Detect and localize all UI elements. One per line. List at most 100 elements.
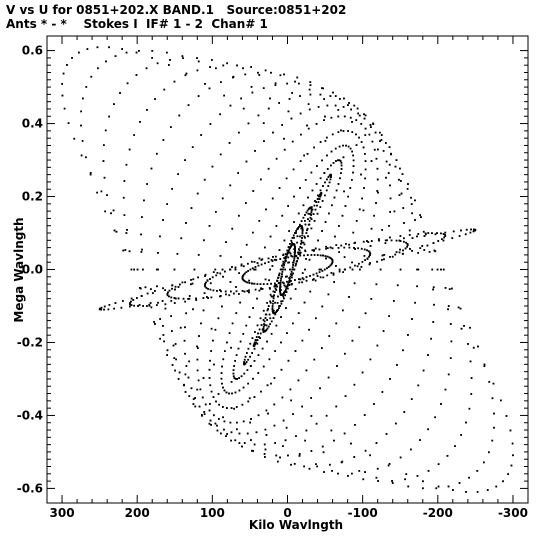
uv-point [138, 304, 141, 306]
uv-point [234, 360, 236, 362]
y-tick-label: 0.6 [22, 44, 43, 58]
uv-point [281, 273, 283, 275]
uv-point [307, 127, 310, 130]
uv-point [465, 491, 467, 493]
uv-point [302, 241, 305, 244]
uv-point [332, 162, 335, 164]
uv-point [427, 232, 430, 234]
uv-point [220, 290, 222, 293]
uv-point [299, 223, 301, 226]
uv-point [447, 373, 450, 376]
uv-point [266, 283, 269, 285]
uv-point [338, 159, 341, 162]
uv-point [488, 451, 490, 454]
uv-point [229, 268, 232, 271]
uv-point [121, 48, 123, 50]
uv-point [204, 285, 207, 288]
uv-point [247, 358, 249, 361]
uv-point [301, 339, 304, 342]
uv-point [409, 248, 411, 250]
uv-point [301, 226, 303, 228]
uv-point [245, 324, 248, 327]
uv-point [212, 289, 215, 292]
uv-point [254, 266, 257, 268]
uv-point [335, 265, 337, 267]
uv-point [266, 309, 269, 312]
uv-point [402, 249, 404, 252]
uv-point [431, 268, 434, 271]
uv-point [192, 398, 195, 400]
uv-point [354, 264, 356, 267]
uv-point [241, 277, 244, 279]
uv-point [287, 359, 290, 362]
uv-point [229, 184, 232, 187]
uv-point [228, 332, 231, 334]
uv-point [290, 283, 293, 286]
uv-point [242, 67, 244, 70]
uv-point [272, 302, 274, 305]
uv-point [311, 249, 314, 252]
uv-point [66, 64, 68, 66]
uv-point [414, 219, 416, 221]
uv-point [243, 372, 246, 375]
uv-point [273, 285, 276, 288]
uv-point [240, 263, 243, 266]
uv-point [243, 290, 246, 293]
uv-point [256, 339, 259, 341]
uv-point [168, 64, 170, 66]
uv-point [230, 431, 233, 434]
uv-point [220, 372, 223, 374]
uv-point [364, 168, 367, 171]
uv-point [310, 415, 313, 417]
uv-point [150, 167, 153, 170]
uv-point [273, 258, 276, 261]
uv-point [432, 321, 435, 323]
uv-point [241, 278, 244, 280]
uv-point [140, 251, 143, 253]
uv-point [240, 256, 242, 258]
uv-point [310, 211, 313, 214]
uv-point [184, 300, 186, 303]
uv-point [375, 476, 378, 479]
uv-point [184, 391, 187, 393]
uv-point [296, 235, 299, 238]
uv-point [129, 305, 131, 308]
uv-point [238, 377, 240, 379]
uv-point [154, 323, 156, 325]
uv-point [288, 246, 291, 249]
uv-point [335, 405, 338, 408]
uv-point [274, 291, 276, 293]
uv-point [216, 272, 219, 274]
uv-point [213, 414, 215, 417]
uv-point [467, 343, 469, 345]
uv-point [287, 110, 290, 113]
uv-point [406, 188, 409, 190]
uv-point [318, 248, 321, 251]
uv-point [324, 221, 327, 223]
uv-point [278, 305, 280, 307]
uv-point [298, 453, 301, 455]
uv-point [257, 372, 260, 374]
uv-point [340, 244, 343, 247]
uv-point [270, 259, 273, 261]
uv-point [369, 252, 372, 255]
uv-point [242, 273, 245, 276]
uv-point [264, 317, 267, 319]
uv-point [250, 86, 253, 88]
uv-point [394, 165, 397, 168]
uv-point [399, 167, 401, 170]
uv-point [402, 252, 404, 255]
uv-point [225, 391, 228, 394]
uv-point [253, 443, 256, 446]
uv-point [347, 475, 349, 477]
uv-point [232, 75, 235, 78]
uv-point [353, 456, 356, 458]
uv-point [156, 285, 158, 288]
uv-point [299, 112, 302, 115]
uv-point [150, 288, 152, 290]
uv-point [264, 262, 266, 265]
uv-point [183, 339, 186, 342]
uv-point [262, 327, 265, 330]
uv-point [315, 183, 318, 185]
uv-point [100, 306, 103, 309]
